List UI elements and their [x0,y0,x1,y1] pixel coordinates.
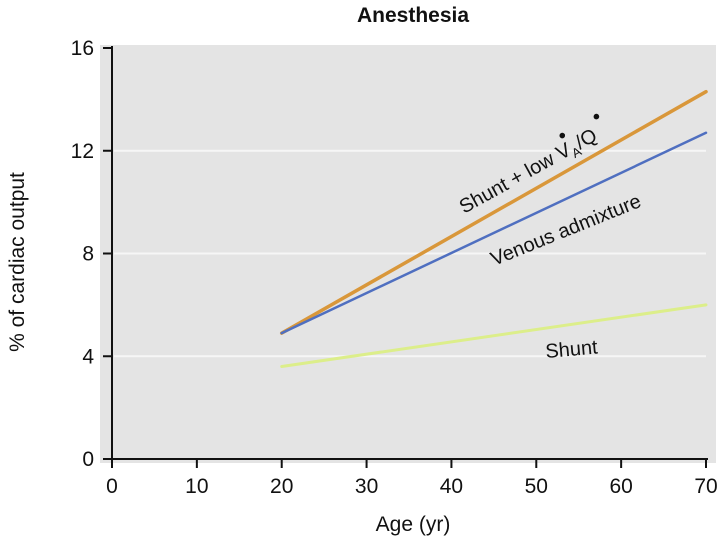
axes [103,46,708,468]
v-dot-icon [559,132,566,139]
chart-title: Anesthesia [357,4,469,27]
y-tick-label-16: 16 [71,37,94,60]
x-tick-label-10: 10 [185,475,208,498]
series-line-shunt [280,303,708,369]
tick-labels: 0 4 8 12 16 0 10 20 30 40 50 60 70 [71,37,718,498]
x-tick-label-30: 30 [355,475,378,498]
series-lines [279,89,708,369]
y-tick-label-12: 12 [71,140,94,163]
x-axis-label: Age (yr) [376,513,451,536]
grid-lines [114,149,706,358]
y-tick-label-4: 4 [82,345,94,368]
q-dot-icon [593,113,600,120]
y-axis-label: % of cardiac output [6,172,29,352]
series-line-venous-admixture [280,131,708,335]
x-tick-label-70: 70 [694,475,717,498]
series-label-shunt: Shunt [545,336,599,363]
y-tick-label-0: 0 [82,448,94,471]
x-tick-label-20: 20 [270,475,293,498]
y-tick-label-8: 8 [82,243,94,266]
x-tick-label-0: 0 [106,475,118,498]
x-tick-label-40: 40 [440,475,463,498]
x-tick-label-60: 60 [609,475,632,498]
series-line-shunt-low-va-q [279,89,708,335]
x-tick-label-50: 50 [525,475,548,498]
